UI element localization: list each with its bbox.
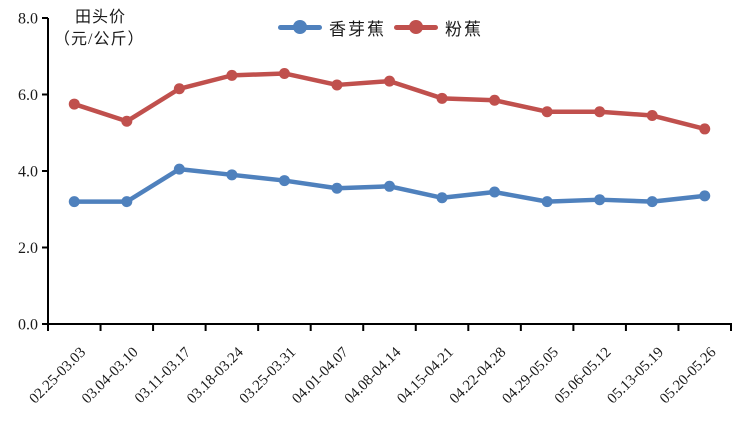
series-point [121, 196, 133, 208]
series-point [278, 175, 290, 187]
series-point [489, 186, 501, 198]
legend-label: 香芽蕉 [329, 19, 386, 39]
series-point [646, 110, 658, 122]
series-point [68, 98, 80, 110]
series-point [594, 194, 606, 206]
series-point [173, 163, 185, 175]
y-tick-label: 4.0 [18, 164, 38, 181]
legend: 香芽蕉 粉蕉 [278, 15, 483, 40]
series-point [541, 106, 553, 118]
series-point [436, 92, 448, 104]
x-tick-label: 05.20-05.26 [657, 344, 720, 407]
series-point [646, 196, 658, 208]
series-point [594, 106, 606, 118]
y-tick-label: 6.0 [18, 87, 38, 104]
series-point [226, 169, 238, 181]
series-point [226, 69, 238, 81]
x-tick-label: 03.04-03.10 [79, 345, 142, 408]
y-axis-title: 田头价 （元/公斤） [54, 7, 144, 51]
y-axis-title-line1: 田头价 [75, 9, 127, 26]
series-point [699, 123, 711, 135]
legend-label: 粉蕉 [445, 19, 483, 39]
series-point [489, 94, 501, 106]
series-point [384, 180, 395, 192]
series-point [121, 115, 133, 127]
series-point [331, 79, 343, 91]
series-point [699, 190, 711, 202]
legend-item: 香芽蕉 [278, 15, 386, 40]
y-tick-label: 2.0 [18, 240, 38, 257]
series-point [173, 83, 185, 95]
legend-marker-icon [278, 20, 322, 34]
legend-dot-icon [293, 20, 307, 34]
y-tick-label: 0.0 [18, 317, 38, 334]
series-point [68, 196, 80, 208]
series-point [541, 196, 553, 208]
series-point [436, 192, 448, 204]
series-point [384, 75, 395, 87]
y-tick-label: 8.0 [18, 11, 38, 28]
legend-dot-icon [409, 20, 423, 34]
y-axis-title-line2: （元/公斤） [54, 31, 145, 48]
series-point [278, 67, 290, 79]
legend-item: 粉蕉 [394, 15, 483, 40]
legend-marker-icon [394, 20, 438, 34]
series-point [331, 182, 343, 194]
